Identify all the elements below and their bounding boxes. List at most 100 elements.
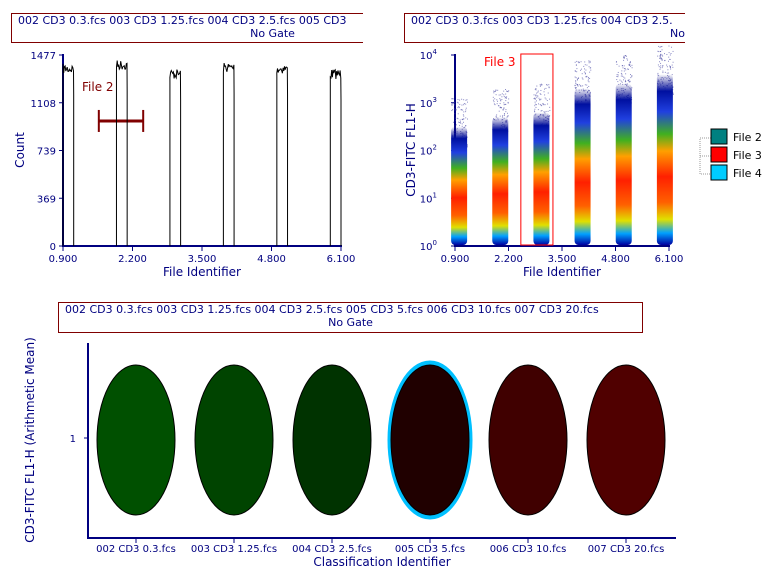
event-dot <box>627 68 629 70</box>
event-dot <box>574 87 576 89</box>
event-dot <box>463 103 465 105</box>
event-dot <box>459 99 461 101</box>
classification-marker[interactable] <box>96 364 176 516</box>
event-dot <box>589 77 591 79</box>
classification-marker[interactable] <box>488 364 568 516</box>
event-dot <box>672 66 674 68</box>
x-tick-label: 3.500 <box>188 254 217 265</box>
gate-file2-label: File 2 <box>82 80 114 94</box>
event-dot <box>672 86 674 88</box>
event-dot <box>631 76 633 78</box>
event-dot <box>536 95 538 97</box>
event-dot <box>451 104 453 106</box>
event-dot <box>454 125 456 127</box>
legend-swatch[interactable] <box>710 146 728 163</box>
event-dot <box>453 108 455 110</box>
legend-label: File 2 <box>733 131 762 144</box>
event-dot <box>499 99 501 101</box>
event-dot <box>669 66 671 68</box>
event-dot <box>465 109 467 111</box>
event-dot <box>578 62 580 64</box>
event-dot <box>548 86 550 88</box>
event-dot <box>622 67 624 69</box>
plot3-title-box[interactable]: 002 CD3 0.3.fcs 003 CD3 1.25.fcs 004 CD3… <box>58 302 643 333</box>
event-dot <box>541 84 543 86</box>
x-axis-label: File Identifier <box>163 265 241 279</box>
event-dot <box>576 84 578 86</box>
legend-swatch[interactable] <box>710 128 728 145</box>
event-dot <box>492 99 494 101</box>
plot2-title-box[interactable]: 002 CD3 0.3.fcs 003 CD3 1.25.fcs 004 CD3… <box>404 13 685 43</box>
event-dot <box>588 76 590 78</box>
event-dot <box>462 114 464 116</box>
event-dot <box>535 95 537 97</box>
event-dot <box>457 99 459 101</box>
event-dot <box>547 110 549 112</box>
legend-swatch[interactable] <box>710 164 728 181</box>
event-dot <box>462 121 464 123</box>
event-dot <box>615 61 617 63</box>
event-dot <box>581 73 583 75</box>
event-dot <box>574 85 576 87</box>
event-dot <box>503 115 505 117</box>
plot1-title-box[interactable]: 002 CD3 0.3.fcs 003 CD3 1.25.fcs 004 CD3… <box>11 13 363 43</box>
classification-marker[interactable] <box>292 364 372 516</box>
event-dot <box>670 68 672 70</box>
event-dot <box>505 111 507 113</box>
event-dot <box>548 84 550 86</box>
event-dot <box>616 79 618 81</box>
classification-plot[interactable]: 1 CD3-FITC FL1-H (Arithmetic Mean) Class… <box>23 337 676 569</box>
event-dot <box>627 59 629 61</box>
event-dot <box>504 113 506 115</box>
event-dot <box>627 68 629 70</box>
event-dot <box>533 110 535 112</box>
event-dot <box>624 79 626 81</box>
event-dot <box>451 98 453 100</box>
event-dot <box>535 100 537 102</box>
event-dot <box>454 109 456 111</box>
histogram-plot[interactable]: Count File Identifier File 2 0.900 2.200 3… <box>13 51 355 279</box>
event-dot <box>535 104 537 106</box>
event-dot <box>664 59 666 61</box>
event-dot <box>667 60 669 62</box>
gate-file3-region[interactable] <box>520 53 554 246</box>
event-dot <box>537 90 539 92</box>
event-dot <box>496 103 498 105</box>
event-dot <box>542 103 544 105</box>
event-dot <box>662 72 664 74</box>
event-dot <box>495 115 497 117</box>
event-dot <box>658 66 660 68</box>
event-dot <box>661 46 663 48</box>
event-dot <box>584 72 586 74</box>
classification-marker[interactable] <box>390 364 470 516</box>
event-dot <box>659 55 661 57</box>
y-axis-label: Count <box>13 132 27 168</box>
plot3-gate-name: No Gate <box>328 316 373 329</box>
event-dot <box>540 110 542 112</box>
event-dot <box>539 93 541 95</box>
event-dot <box>459 103 461 105</box>
x-tick-label: 4.800 <box>257 254 286 265</box>
event-dot <box>500 100 502 102</box>
event-dot <box>670 65 672 67</box>
event-dot <box>459 119 461 121</box>
event-dot <box>625 55 627 57</box>
legend-connector <box>699 137 711 175</box>
event-dot <box>575 64 577 66</box>
event-dot <box>496 114 498 116</box>
event-dot <box>506 90 508 92</box>
event-dot <box>623 59 625 61</box>
event-dot <box>660 53 662 55</box>
event-dot <box>467 101 469 103</box>
classification-marker[interactable] <box>194 364 274 516</box>
y-tick-label: 104 <box>420 48 438 62</box>
event-dot <box>576 68 578 70</box>
event-dot <box>548 87 550 89</box>
event-dot <box>540 89 542 91</box>
event-dot <box>660 65 662 67</box>
event-dot <box>659 57 661 59</box>
density-plot[interactable]: CD3-FITC FL1-H File Identifier File 3 Fi… <box>404 45 762 279</box>
event-dot <box>582 78 584 80</box>
classification-marker[interactable] <box>586 364 666 516</box>
event-dot <box>462 109 464 111</box>
